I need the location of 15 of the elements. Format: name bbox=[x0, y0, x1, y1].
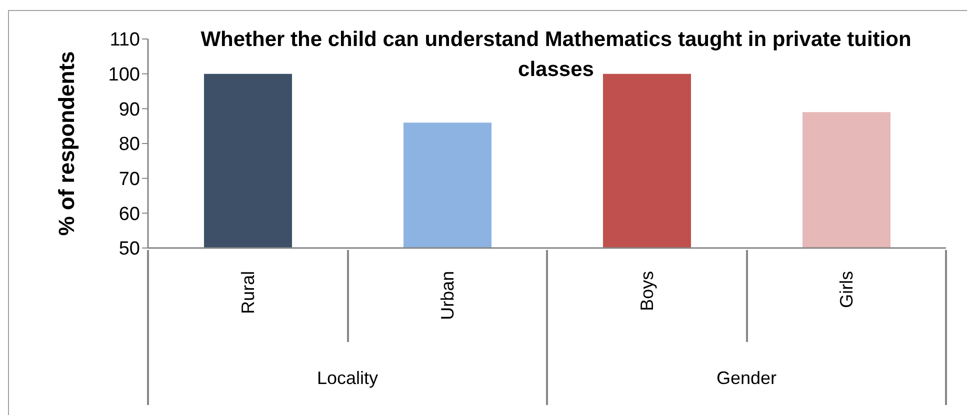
y-tick-label: 100 bbox=[108, 64, 140, 86]
y-tick-label: 60 bbox=[118, 204, 140, 225]
x-tick-label: Urban bbox=[437, 271, 458, 320]
chart-title: Whether the child can understand Mathematics taught in private tuition classes bbox=[200, 27, 912, 83]
x-tick-label: Boys bbox=[636, 271, 657, 312]
y-tick-label: 70 bbox=[118, 169, 140, 190]
y-axis-title: % of respondents bbox=[54, 51, 79, 236]
text: Locality bbox=[316, 368, 378, 388]
x-tick-label: Rural bbox=[238, 271, 258, 314]
y-tick-label: 50 bbox=[118, 238, 140, 260]
text: Gender bbox=[716, 368, 777, 388]
x-tick-label: Girls bbox=[836, 271, 856, 308]
y-tick-label: 90 bbox=[118, 99, 140, 120]
y-tick-label: 80 bbox=[118, 134, 140, 156]
y-tick-label: 110 bbox=[110, 30, 140, 51]
